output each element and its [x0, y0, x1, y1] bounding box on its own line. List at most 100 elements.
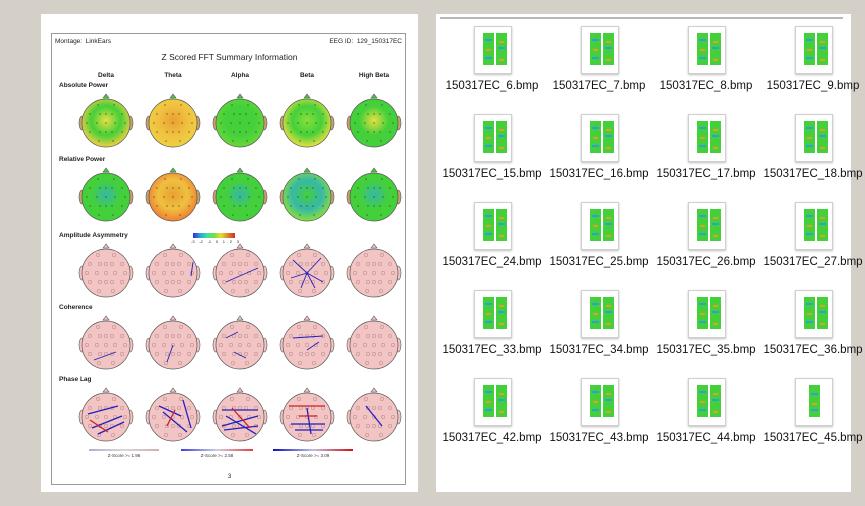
file-item[interactable]: 150317EC_18.bmp — [761, 114, 865, 194]
file-item[interactable]: 150317EC_17.bmp — [654, 114, 758, 194]
band-high-beta: High Beta — [358, 72, 390, 79]
file-name[interactable]: 150317EC_16.bmp — [549, 168, 649, 180]
file-thumbnail-icon[interactable] — [581, 26, 619, 74]
head-map-coherence-alpha — [212, 314, 268, 374]
file-thumbnail-icon[interactable] — [581, 290, 619, 338]
file-item[interactable]: 150317EC_34.bmp — [547, 290, 651, 370]
head-map-phase-lag-high-beta — [346, 386, 402, 446]
band-beta: Beta — [299, 72, 315, 79]
head-map-absolute-power-delta — [78, 92, 134, 152]
file-thumbnail-icon[interactable] — [688, 26, 726, 74]
head-map-phase-lag-beta — [279, 386, 335, 446]
file-browser: 150317EC_6.bmp 150317EC_7.bmp 150317EC_8.b… — [436, 14, 863, 492]
file-thumbnail-icon[interactable] — [474, 378, 512, 426]
file-name[interactable]: 150317EC_27.bmp — [763, 256, 863, 268]
file-item[interactable]: 150317EC_45.bmp — [761, 378, 865, 458]
file-thumbnail-icon[interactable] — [688, 378, 726, 426]
head-map-phase-lag-alpha — [212, 386, 268, 446]
file-thumbnail-icon[interactable] — [581, 114, 619, 162]
file-name[interactable]: 150317EC_35.bmp — [656, 344, 756, 356]
report-frame — [51, 33, 406, 485]
file-item[interactable]: 150317EC_33.bmp — [440, 290, 544, 370]
section-absolute-power: Absolute Power — [59, 82, 109, 89]
head-map-amplitude-asymmetry-alpha — [212, 242, 268, 302]
file-name[interactable]: 150317EC_36.bmp — [763, 344, 863, 356]
head-map-absolute-power-high-beta — [346, 92, 402, 152]
head-map-coherence-high-beta — [346, 314, 402, 374]
section-amplitude-asymmetry: Amplitude Asymmetry — [59, 232, 128, 239]
file-name[interactable]: 150317EC_43.bmp — [549, 432, 649, 444]
head-map-relative-power-alpha — [212, 166, 268, 226]
file-thumbnail-icon[interactable] — [795, 26, 833, 74]
file-thumbnail-icon[interactable] — [474, 290, 512, 338]
file-item[interactable]: 150317EC_8.bmp — [654, 26, 758, 106]
file-item[interactable]: 150317EC_25.bmp — [547, 202, 651, 282]
file-item[interactable]: 150317EC_27.bmp — [761, 202, 865, 282]
head-map-phase-lag-delta — [78, 386, 134, 446]
file-name[interactable]: 150317EC_18.bmp — [763, 168, 863, 180]
section-relative-power: Relative Power — [59, 156, 106, 163]
page-number: 3 — [227, 474, 232, 480]
file-name[interactable]: 150317EC_15.bmp — [442, 168, 542, 180]
eeg-id-label: EEG ID: 129_150317EC — [329, 38, 402, 45]
file-item[interactable]: 150317EC_16.bmp — [547, 114, 651, 194]
head-map-relative-power-delta — [78, 166, 134, 226]
file-name[interactable]: 150317EC_45.bmp — [763, 432, 863, 444]
band-alpha: Alpha — [230, 72, 250, 79]
file-item[interactable]: 150317EC_43.bmp — [547, 378, 651, 458]
legend-label-3: Z-Score >= 3.09 — [296, 453, 330, 458]
file-item[interactable]: 150317EC_44.bmp — [654, 378, 758, 458]
file-name[interactable]: 150317EC_7.bmp — [552, 80, 646, 92]
file-item[interactable]: 150317EC_9.bmp — [761, 26, 865, 106]
file-item[interactable]: 150317EC_6.bmp — [440, 26, 544, 106]
file-name[interactable]: 150317EC_25.bmp — [549, 256, 649, 268]
head-map-coherence-beta — [279, 314, 335, 374]
file-item[interactable]: 150317EC_35.bmp — [654, 290, 758, 370]
file-thumbnail-icon[interactable] — [688, 290, 726, 338]
file-thumbnail-icon[interactable] — [581, 202, 619, 250]
file-item[interactable]: 150317EC_24.bmp — [440, 202, 544, 282]
head-map-relative-power-theta — [145, 166, 201, 226]
file-item[interactable]: 150317EC_42.bmp — [440, 378, 544, 458]
file-thumbnail-icon[interactable] — [795, 202, 833, 250]
section-coherence: Coherence — [59, 304, 93, 311]
file-thumbnail-icon[interactable] — [581, 378, 619, 426]
file-item[interactable]: 150317EC_26.bmp — [654, 202, 758, 282]
band-delta: Delta — [98, 72, 114, 79]
band-theta: Theta — [164, 72, 182, 79]
file-thumbnail-icon[interactable] — [474, 202, 512, 250]
file-thumbnail-icon[interactable] — [688, 114, 726, 162]
file-name[interactable]: 150317EC_33.bmp — [442, 344, 542, 356]
file-name[interactable]: 150317EC_9.bmp — [766, 80, 860, 92]
legend-line-2 — [181, 449, 253, 451]
file-name[interactable]: 150317EC_6.bmp — [445, 80, 539, 92]
file-thumbnail-icon[interactable] — [795, 378, 833, 426]
file-item[interactable]: 150317EC_7.bmp — [547, 26, 651, 106]
montage-label: Montage: LinkEars — [55, 38, 112, 45]
file-item[interactable]: 150317EC_15.bmp — [440, 114, 544, 194]
file-name[interactable]: 150317EC_17.bmp — [656, 168, 756, 180]
file-thumbnail-icon[interactable] — [688, 202, 726, 250]
head-map-coherence-theta — [145, 314, 201, 374]
file-name[interactable]: 150317EC_42.bmp — [442, 432, 542, 444]
file-thumbnail-icon[interactable] — [474, 26, 512, 74]
file-thumbnail-icon[interactable] — [795, 114, 833, 162]
legend-line-3 — [273, 449, 353, 451]
file-item[interactable]: 150317EC_36.bmp — [761, 290, 865, 370]
file-name[interactable]: 150317EC_8.bmp — [659, 80, 753, 92]
file-name[interactable]: 150317EC_44.bmp — [656, 432, 756, 444]
browser-divider — [440, 17, 843, 19]
file-thumbnail-icon[interactable] — [795, 290, 833, 338]
head-map-amplitude-asymmetry-delta — [78, 242, 134, 302]
report-preview: Montage: LinkEars EEG ID: 129_150317EC Z… — [41, 14, 418, 492]
head-map-relative-power-high-beta — [346, 166, 402, 226]
file-name[interactable]: 150317EC_26.bmp — [656, 256, 756, 268]
head-map-amplitude-asymmetry-high-beta — [346, 242, 402, 302]
file-name[interactable]: 150317EC_34.bmp — [549, 344, 649, 356]
head-map-relative-power-beta — [279, 166, 335, 226]
head-map-phase-lag-theta — [145, 386, 201, 446]
file-name[interactable]: 150317EC_24.bmp — [442, 256, 542, 268]
head-map-absolute-power-beta — [279, 92, 335, 152]
file-thumbnail-icon[interactable] — [474, 114, 512, 162]
head-map-coherence-delta — [78, 314, 134, 374]
